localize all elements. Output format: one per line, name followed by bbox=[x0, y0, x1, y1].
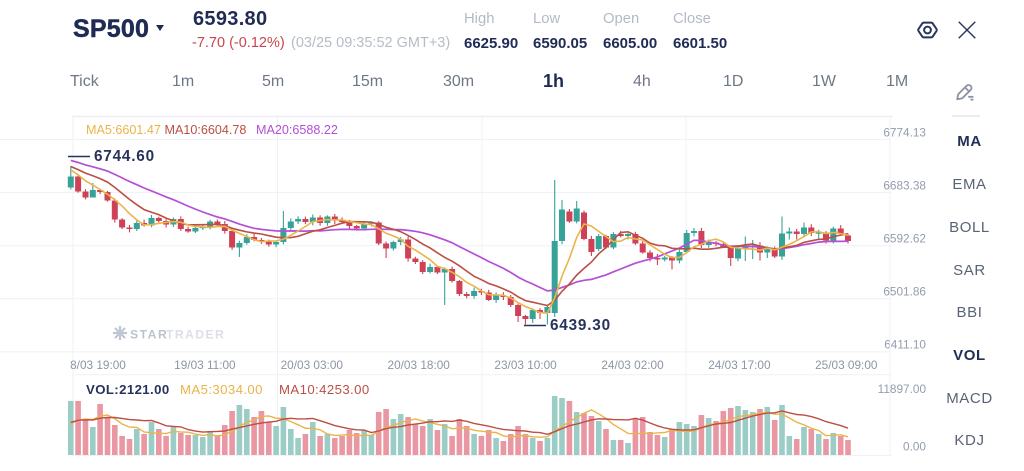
svg-text:20/03 03:00: 20/03 03:00 bbox=[281, 358, 344, 372]
svg-text:MA5:6601.47: MA5:6601.47 bbox=[86, 123, 161, 137]
svg-text:6439.30: 6439.30 bbox=[550, 317, 611, 334]
svg-text:24/03 17:00: 24/03 17:00 bbox=[708, 358, 771, 372]
svg-text:TRADER: TRADER bbox=[166, 328, 225, 342]
svg-text:23/03 10:00: 23/03 10:00 bbox=[494, 358, 557, 372]
svg-text:6683.38: 6683.38 bbox=[883, 178, 926, 192]
svg-text:19/03 11:00: 19/03 11:00 bbox=[174, 358, 236, 372]
svg-text:0.00: 0.00 bbox=[903, 440, 926, 454]
svg-text:6774.13: 6774.13 bbox=[883, 125, 926, 139]
svg-text:8/03 19:00: 8/03 19:00 bbox=[70, 358, 126, 372]
svg-text:24/03 02:00: 24/03 02:00 bbox=[601, 358, 664, 372]
svg-text:25/03 09:00: 25/03 09:00 bbox=[815, 358, 878, 372]
svg-text:MA5:3034.00: MA5:3034.00 bbox=[180, 382, 263, 397]
svg-text:6744.60: 6744.60 bbox=[94, 148, 155, 165]
svg-text:STAR: STAR bbox=[130, 328, 168, 342]
svg-text:VOL:2121.00: VOL:2121.00 bbox=[86, 382, 170, 397]
svg-text:MA10:4253.00: MA10:4253.00 bbox=[279, 382, 370, 397]
svg-text:11897.00: 11897.00 bbox=[878, 382, 927, 396]
svg-text:6411.10: 6411.10 bbox=[884, 338, 926, 352]
svg-text:20/03 18:00: 20/03 18:00 bbox=[388, 358, 451, 372]
svg-text:MA20:6588.22: MA20:6588.22 bbox=[256, 123, 338, 137]
svg-text:MA10:6604.78: MA10:6604.78 bbox=[165, 123, 247, 137]
svg-text:6501.86: 6501.86 bbox=[883, 285, 926, 299]
svg-text:6592.62: 6592.62 bbox=[883, 232, 926, 246]
